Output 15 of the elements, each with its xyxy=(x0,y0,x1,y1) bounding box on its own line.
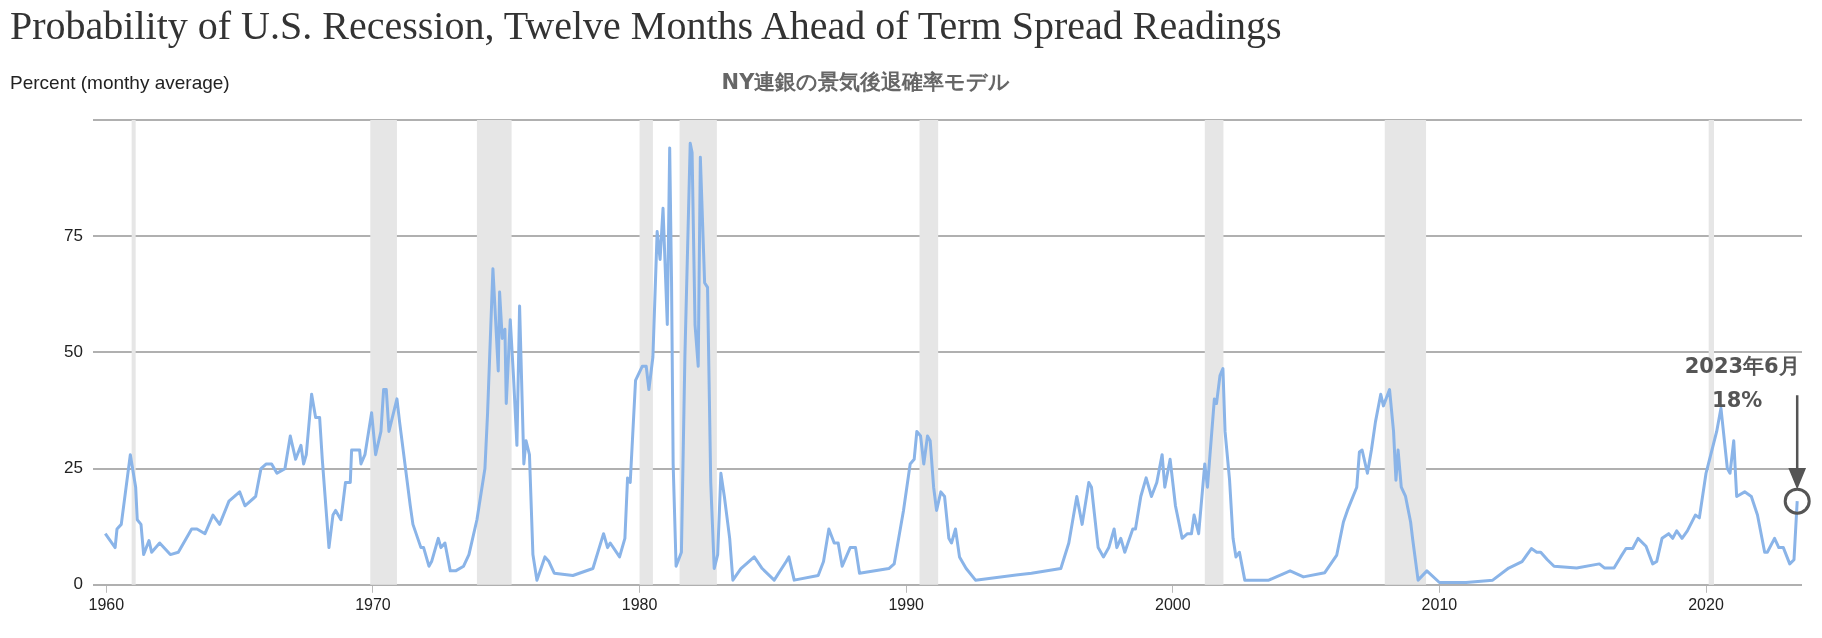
y-tick-label: 75 xyxy=(64,225,83,245)
y-tick-label: 0 xyxy=(73,574,83,594)
x-tick-label: 1980 xyxy=(621,595,658,613)
x-tick-label: 2000 xyxy=(1154,595,1191,613)
y-axis-title: Percent (monthy average) xyxy=(10,72,230,94)
x-tick-label: 2020 xyxy=(1688,595,1724,613)
chart-title: Probability of U.S. Recession, Twelve Months Ahead of Term Spread Readings xyxy=(10,2,1282,49)
x-tick-label: 1960 xyxy=(88,595,125,613)
x-tick-label: 1970 xyxy=(355,595,391,613)
y-tick-label: 50 xyxy=(64,342,83,362)
x-tick-label: 2010 xyxy=(1421,595,1458,613)
chart-subtitle: NY連銀の景気後退確率モデル xyxy=(721,70,1011,94)
y-tick-label: 25 xyxy=(64,458,83,478)
annotation: 2023年6月 18% xyxy=(1684,353,1800,412)
x-tick-label: 1990 xyxy=(888,595,925,613)
